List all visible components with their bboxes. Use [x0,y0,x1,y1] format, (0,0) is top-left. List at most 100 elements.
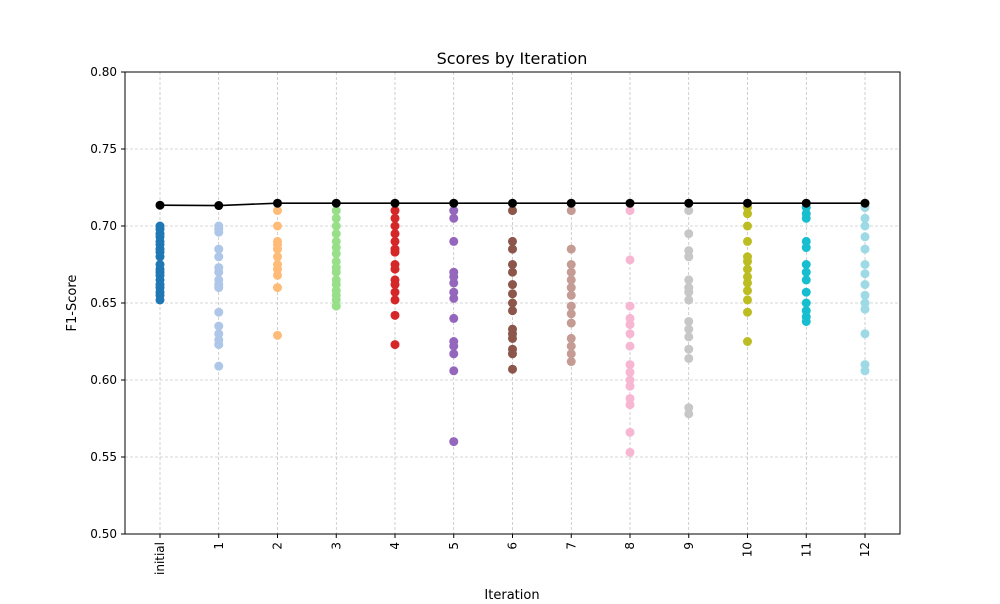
data-point [684,252,694,262]
data-point [449,341,459,351]
data-point [743,278,752,288]
data-point [860,213,870,223]
best-score-marker [390,198,400,208]
data-point [331,221,341,231]
best-score-marker [743,198,752,208]
data-point [390,295,400,305]
data-point [625,375,635,385]
data-point [449,366,459,376]
data-point [566,283,576,293]
best-score-marker [860,198,870,208]
data-point [625,447,635,457]
data-point [214,361,224,371]
x-tick-label: 10 [741,542,755,557]
data-point [860,290,870,300]
data-point [743,307,752,317]
data-point [508,206,517,216]
data-point [390,229,400,239]
data-point [625,393,635,403]
data-point [625,329,635,339]
y-axis: 0.50 0.55 0.60 0.65 0.70 0.75 0.80 [90,65,125,541]
data-point [508,364,517,374]
data-point [743,286,752,296]
data-point [684,206,694,216]
data-point [801,287,811,297]
data-point [331,301,341,311]
data-point [449,236,459,246]
y-tick-label: 0.80 [90,65,117,79]
data-point [214,307,224,317]
data-point [860,260,870,269]
data-point [273,270,282,280]
best-score-line [155,198,870,211]
x-axis-label: Iteration [484,588,539,600]
data-point [390,340,400,350]
y-axis-label: F1-Score [65,275,80,332]
data-point [508,289,517,299]
best-score-marker [155,200,165,210]
data-point [625,427,635,437]
data-point [214,252,224,262]
data-point [684,229,694,239]
data-point [684,403,694,413]
data-point [449,272,459,282]
data-point [801,243,811,253]
data-point [625,341,635,351]
data-point [860,269,870,279]
x-axis: initial 1 2 3 4 5 6 7 8 9 10 11 12 [153,534,872,575]
data-point [508,280,517,290]
best-score-marker [214,201,224,211]
data-point [214,329,224,339]
data-point [801,213,811,223]
data-point [566,290,576,300]
data-point [390,280,400,290]
data-point [214,267,224,277]
data-point [684,316,694,326]
data-point [743,337,752,346]
data-point [566,341,576,351]
data-point [214,244,224,254]
data-point [684,353,694,363]
best-score-marker [625,198,635,208]
data-point [684,409,694,419]
data-point [331,236,341,246]
data-point [449,313,459,323]
data-point [508,244,517,254]
data-point [801,267,811,277]
x-tick-label: initial [153,542,167,575]
data-point [508,333,517,343]
data-point [566,206,576,216]
data-point [684,246,694,256]
data-point [566,318,576,328]
data-point [625,320,635,330]
data-point [566,333,576,343]
data-point [273,221,282,231]
data-point [625,381,635,391]
data-point [625,301,635,311]
data-point [331,295,341,305]
data-point [566,309,576,319]
data-point [273,244,282,254]
data-point [214,340,224,350]
data-point [390,236,400,246]
data-point [743,236,752,246]
data-point [743,295,752,305]
data-point [860,280,870,290]
x-tick-label: 2 [271,542,285,550]
data-point [860,221,870,231]
data-points [155,203,870,457]
data-point [331,267,341,277]
data-point [860,366,870,376]
data-point [625,400,635,410]
data-point [449,349,459,359]
x-tick-label: 8 [623,542,637,550]
best-score-marker [566,198,576,208]
data-point [390,310,400,320]
data-point [390,247,400,257]
data-point [743,256,752,266]
data-point [684,295,694,305]
data-point [390,264,400,274]
data-point [860,232,870,242]
